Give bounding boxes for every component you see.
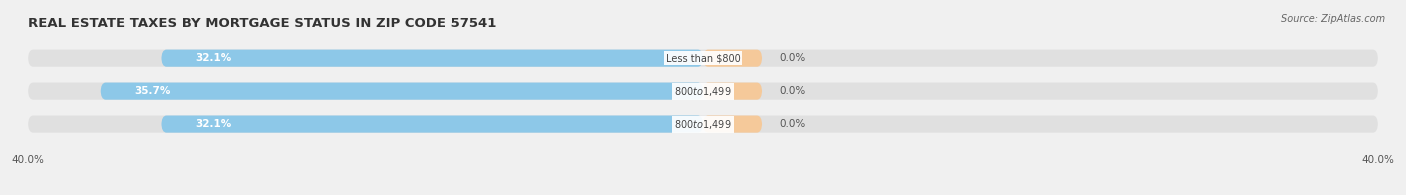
Text: Less than $800: Less than $800 [665,53,741,63]
Text: Source: ZipAtlas.com: Source: ZipAtlas.com [1281,14,1385,24]
Text: $800 to $1,499: $800 to $1,499 [675,85,731,98]
Text: 32.1%: 32.1% [195,119,232,129]
FancyBboxPatch shape [703,50,762,67]
Text: REAL ESTATE TAXES BY MORTGAGE STATUS IN ZIP CODE 57541: REAL ESTATE TAXES BY MORTGAGE STATUS IN … [28,17,496,30]
FancyBboxPatch shape [703,115,762,133]
FancyBboxPatch shape [28,115,1378,133]
FancyBboxPatch shape [28,50,1378,67]
Legend: Without Mortgage, With Mortgage: Without Mortgage, With Mortgage [592,193,814,195]
Text: 0.0%: 0.0% [779,86,806,96]
FancyBboxPatch shape [162,115,703,133]
Text: $800 to $1,499: $800 to $1,499 [675,118,731,131]
FancyBboxPatch shape [703,82,762,100]
FancyBboxPatch shape [28,82,1378,100]
Text: 0.0%: 0.0% [779,119,806,129]
Text: 0.0%: 0.0% [779,53,806,63]
FancyBboxPatch shape [162,50,703,67]
Text: 35.7%: 35.7% [135,86,170,96]
FancyBboxPatch shape [101,82,703,100]
Text: 32.1%: 32.1% [195,53,232,63]
